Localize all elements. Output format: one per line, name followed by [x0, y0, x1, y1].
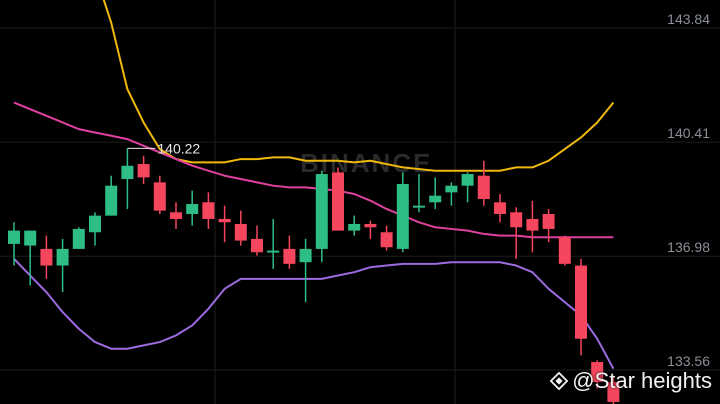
candle-down — [283, 235, 296, 269]
high-annotation: 140.22 — [127, 140, 200, 156]
candle-up — [56, 238, 69, 293]
candle-down — [542, 208, 555, 243]
candle-body — [413, 205, 425, 208]
candle-up — [267, 218, 280, 269]
candle-body — [332, 172, 344, 231]
lower-band-line — [13, 258, 615, 370]
price-axis-label: 140.41 — [667, 125, 710, 141]
candle-body — [121, 165, 134, 180]
candle-down — [251, 225, 263, 256]
candle-body — [477, 175, 490, 199]
candle-down — [364, 220, 377, 239]
bollinger-bands — [13, 0, 615, 370]
candle-body — [429, 195, 442, 203]
price-axis-label: 143.84 — [667, 11, 710, 27]
candle-up — [24, 230, 37, 286]
candle-body — [186, 203, 199, 214]
candle-body — [170, 212, 182, 219]
candle-body — [234, 223, 247, 241]
price-axis-label: 133.56 — [667, 353, 710, 369]
brand-label: @Star heights — [572, 368, 712, 393]
middle-band-line — [13, 101, 614, 239]
candle-down — [234, 210, 247, 246]
candles — [8, 148, 620, 404]
candle-body — [8, 230, 20, 244]
upper-band-line — [102, 0, 615, 172]
candle-body — [137, 164, 150, 178]
candle-down — [332, 167, 344, 231]
candle-body — [364, 223, 377, 228]
candle-down — [477, 160, 490, 206]
candle-body — [56, 248, 69, 266]
candle-body — [445, 185, 458, 193]
candle-body — [40, 248, 53, 266]
diamond-logo-icon — [550, 372, 569, 390]
candle-up — [89, 212, 101, 246]
candle-body — [607, 381, 620, 402]
candle-down — [558, 235, 571, 266]
candle-body — [202, 202, 215, 219]
candle-up — [413, 174, 425, 213]
price-axis-labels: 143.84 140.41 136.98 133.56 — [667, 11, 710, 369]
candle-body — [315, 174, 328, 249]
watermark-text: BINANCE — [300, 148, 432, 178]
candle-up — [72, 227, 85, 249]
candle-up — [445, 182, 458, 206]
candle-up — [461, 172, 474, 203]
candle-body — [72, 228, 85, 249]
candle-body — [526, 218, 539, 231]
candle-body — [218, 218, 231, 223]
candle-body — [348, 223, 361, 231]
candle-body — [558, 237, 571, 264]
candle-body — [24, 230, 37, 246]
candle-up — [348, 215, 361, 236]
candle-body — [105, 185, 118, 216]
candle-body — [89, 215, 101, 233]
candle-down — [380, 225, 393, 251]
brand-watermark: @Star heights — [550, 368, 712, 394]
candle-body — [542, 213, 555, 229]
candle-up — [121, 148, 134, 209]
price-axis-label: 136.98 — [667, 239, 710, 255]
candle-body — [299, 248, 312, 263]
candle-up — [396, 172, 409, 253]
candle-down — [575, 258, 587, 356]
candle-down — [202, 192, 215, 229]
candle-down — [607, 375, 620, 404]
candle-body — [283, 248, 296, 264]
candle-body — [251, 238, 263, 253]
candle-body — [153, 182, 166, 211]
candle-body — [267, 250, 280, 253]
candle-down — [40, 235, 53, 279]
candle-up — [315, 170, 328, 263]
candle-up — [186, 190, 199, 226]
candle-body — [380, 232, 393, 248]
candle-body — [591, 362, 604, 382]
candle-body — [396, 184, 409, 249]
candle-up — [8, 222, 20, 266]
candle-down — [218, 205, 231, 243]
candle-body — [575, 265, 587, 339]
candle-down — [494, 194, 506, 223]
candle-body — [461, 174, 474, 186]
candle-body — [510, 212, 523, 228]
candle-down — [137, 155, 150, 185]
candle-down — [153, 175, 166, 214]
candle-down — [526, 200, 539, 253]
high-price-label: 140.22 — [157, 140, 200, 156]
candle-down — [591, 360, 604, 389]
candle-down — [510, 207, 523, 259]
candle-body — [494, 202, 506, 214]
candle-down — [170, 202, 182, 229]
candle-up — [299, 238, 312, 303]
candle-up — [429, 177, 442, 209]
candle-up — [105, 175, 118, 216]
